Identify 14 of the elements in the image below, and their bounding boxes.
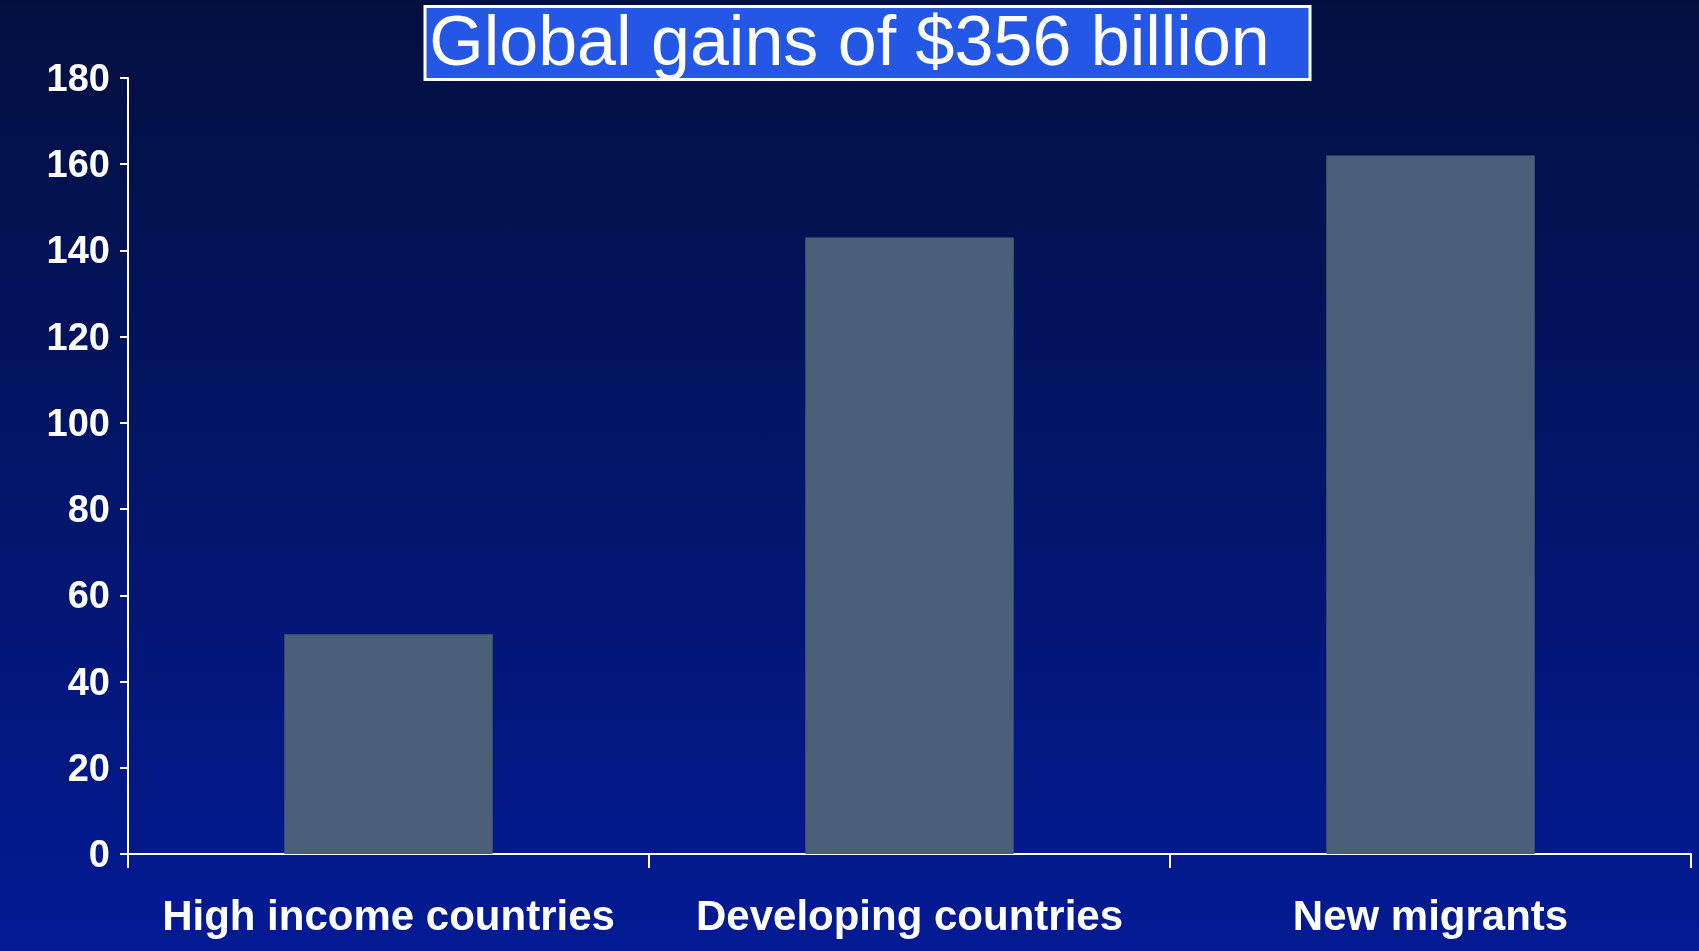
x-tick-label: High income countries <box>162 891 615 939</box>
y-tick-label: 60 <box>67 574 110 617</box>
x-tick-label: New migrants <box>1292 891 1569 939</box>
y-tick-label: 40 <box>67 660 110 703</box>
y-tick-label: 20 <box>67 746 110 789</box>
y-tick-label: 160 <box>46 143 110 186</box>
chart-title: Global gains of $356 billion <box>429 2 1270 80</box>
x-tick-label: Developing countries <box>695 891 1124 939</box>
y-tick-label: 0 <box>88 833 110 875</box>
y-tick-label: 120 <box>46 315 110 358</box>
y-tick-label: 140 <box>46 229 110 272</box>
y-tick-label: 180 <box>46 57 110 99</box>
y-tick-label: 80 <box>67 488 110 531</box>
y-tick-label: 100 <box>46 401 110 444</box>
